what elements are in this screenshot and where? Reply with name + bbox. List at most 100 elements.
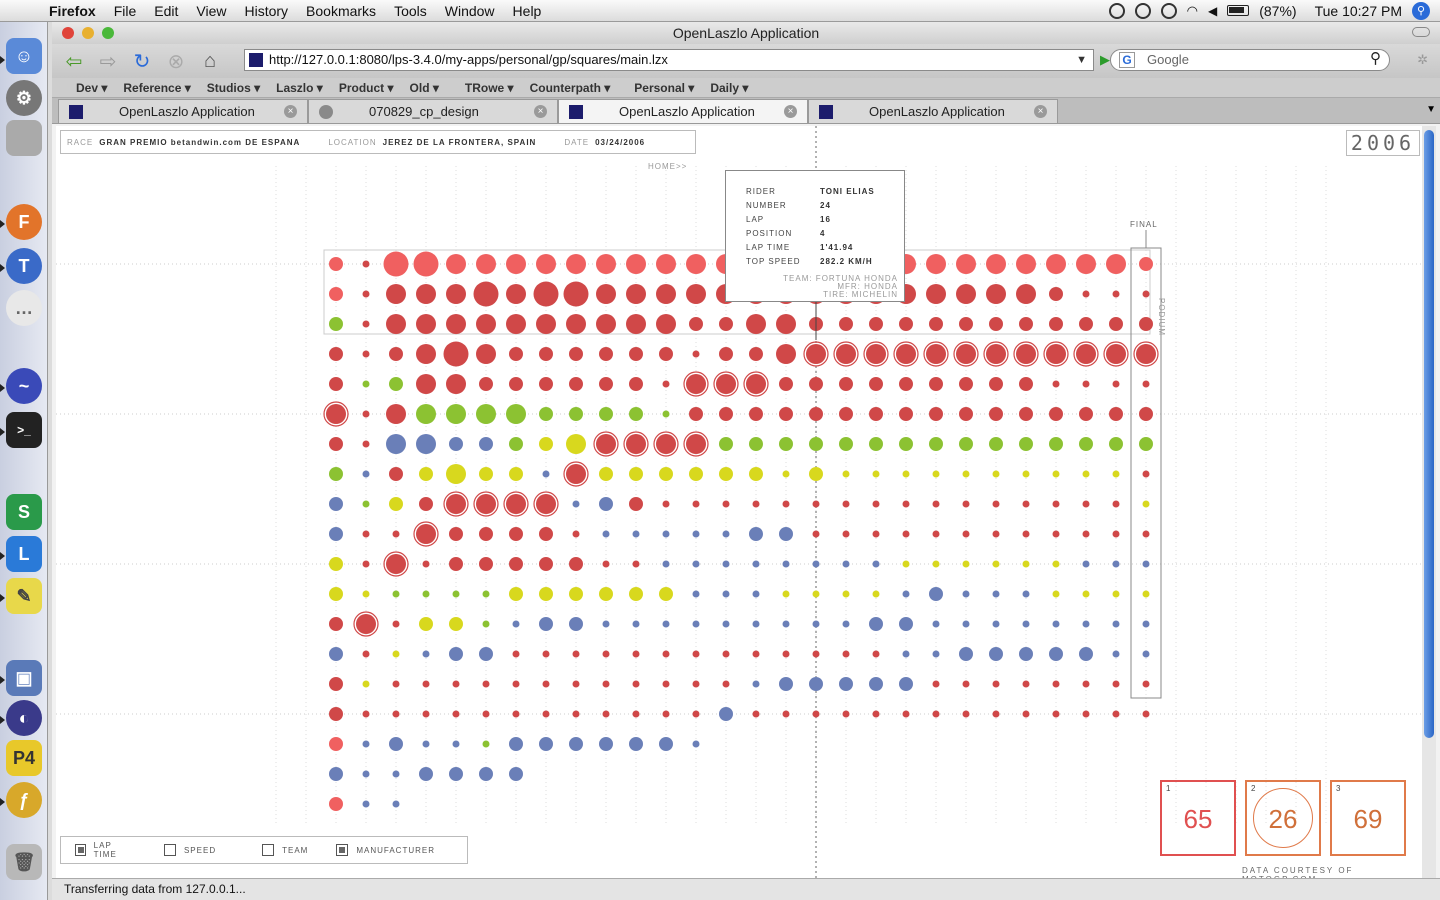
position-dot[interactable] [779,437,793,451]
flash-icon[interactable]: ƒ [6,782,42,818]
position-dot[interactable] [809,437,823,451]
position-dot[interactable] [449,437,463,451]
position-dot[interactable] [1076,344,1096,364]
position-dot[interactable] [722,620,730,628]
dot-ring[interactable] [683,431,709,457]
position-dot[interactable] [329,737,343,751]
position-dot[interactable] [1052,560,1060,568]
position-dot[interactable] [719,707,733,721]
position-dot[interactable] [599,347,613,361]
position-dot[interactable] [989,647,1003,661]
position-dot[interactable] [932,530,940,538]
position-dot[interactable] [722,560,730,568]
position-dot[interactable] [449,557,463,571]
position-dot[interactable] [779,407,793,421]
position-dot[interactable] [929,437,943,451]
position-dot[interactable] [596,314,616,334]
position-dot[interactable] [926,254,946,274]
position-dot[interactable] [389,497,403,511]
position-dot[interactable] [476,494,496,514]
menu-file[interactable]: File [113,2,137,19]
position-dot[interactable] [569,587,583,601]
position-dot[interactable] [656,434,676,454]
position-dot[interactable] [749,467,763,481]
position-dot[interactable] [539,407,553,421]
position-dot[interactable] [599,377,613,391]
position-dot[interactable] [926,284,946,304]
position-dot[interactable] [899,437,913,451]
position-dot[interactable] [449,617,463,631]
position-dot[interactable] [542,680,550,688]
dot-ring[interactable] [833,341,859,367]
position-dot[interactable] [929,377,943,391]
position-dot[interactable] [1112,710,1120,718]
position-dot[interactable] [662,410,670,418]
position-dot[interactable] [632,710,640,718]
position-dot[interactable] [482,740,490,748]
terminal-icon[interactable]: >_ [6,412,42,448]
position-dot[interactable] [509,437,523,451]
dot-ring[interactable] [953,341,979,367]
position-dot[interactable] [506,404,526,424]
tab[interactable]: 070829_cp_design × [308,99,558,123]
position-dot[interactable] [1019,317,1033,331]
position-dot[interactable] [509,587,523,601]
dot-ring[interactable] [923,341,949,367]
position-dot[interactable] [386,404,406,424]
position-dot[interactable] [872,650,880,658]
position-dot[interactable] [422,650,430,658]
position-dot[interactable] [443,341,469,367]
position-dot[interactable] [326,404,346,424]
position-dot[interactable] [929,407,943,421]
position-dot[interactable] [932,620,940,628]
position-dot[interactable] [662,680,670,688]
position-dot[interactable] [512,650,520,658]
position-dot[interactable] [692,680,700,688]
position-dot[interactable] [779,377,793,391]
position-dot[interactable] [392,680,400,688]
position-dot[interactable] [509,557,523,571]
position-dot[interactable] [512,680,520,688]
position-dot[interactable] [1082,590,1090,598]
position-dot[interactable] [536,314,556,334]
position-dot[interactable] [1106,344,1126,364]
tab[interactable]: OpenLaszlo Application × [808,99,1058,123]
position-dot[interactable] [902,530,910,538]
position-dot[interactable] [1079,407,1093,421]
position-dot[interactable] [866,344,886,364]
position-dot[interactable] [599,497,613,511]
position-dot[interactable] [476,344,496,364]
position-dot[interactable] [419,467,433,481]
quicksilver-icon[interactable] [1134,2,1151,19]
position-dot[interactable] [812,620,820,628]
position-dot[interactable] [842,710,850,718]
position-dot[interactable] [932,680,940,688]
tab-close-icon[interactable]: × [1034,105,1047,118]
position-dot[interactable] [422,560,430,568]
reload-button[interactable]: ↻ [133,50,151,73]
position-dot[interactable] [656,284,676,304]
position-dot[interactable] [329,257,343,271]
position-dot[interactable] [1142,380,1150,388]
podium-third[interactable]: 3 69 [1330,780,1406,856]
position-dot[interactable] [1049,317,1063,331]
position-dot[interactable] [566,254,586,274]
position-dot[interactable] [752,560,760,568]
position-dot[interactable] [992,620,1000,628]
position-dot[interactable] [1019,407,1033,421]
dot-ring[interactable] [893,341,919,367]
position-dot[interactable] [452,590,460,598]
position-dot[interactable] [752,590,760,598]
bookmark-folder[interactable]: Old ▾ [409,80,439,95]
position-dot[interactable] [836,344,856,364]
position-dot[interactable] [812,560,820,568]
position-dot[interactable] [716,374,736,394]
position-dot[interactable] [416,314,436,334]
position-dot[interactable] [1079,317,1093,331]
legend-option-manufacturer[interactable]: MANUFACTURER [336,844,435,856]
position-dot[interactable] [869,437,883,451]
position-dot[interactable] [482,590,490,598]
forward-button[interactable]: ⇨ [99,50,117,73]
position-dot[interactable] [476,254,496,274]
position-dot[interactable] [1046,254,1066,274]
